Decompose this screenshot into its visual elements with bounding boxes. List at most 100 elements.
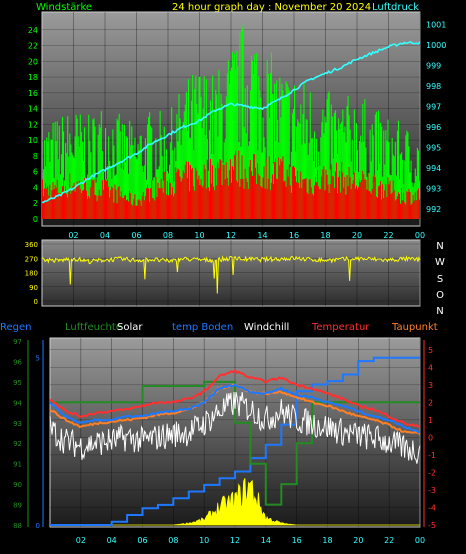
y-right-tick-label: 996 <box>426 123 441 132</box>
x-tick-label: 20 <box>353 536 363 545</box>
x-tick-label: 06 <box>131 231 141 240</box>
wind-direction-line <box>41 255 421 294</box>
x-tick-label: 12 <box>226 231 236 240</box>
legend-item: Solar <box>117 322 143 333</box>
pressure-line <box>41 41 421 204</box>
y-right-tick-label: 999 <box>426 61 441 70</box>
y-tick-label: 14 <box>28 105 38 114</box>
legend-item: Windchill <box>244 322 289 333</box>
y-right-tick-label: 2 <box>428 398 433 407</box>
y-humidity-tick-label: 89 <box>13 502 22 510</box>
y-right-tick-label: 3 <box>428 381 433 390</box>
direction-label: S <box>437 274 443 285</box>
y-tick-label: 12 <box>28 120 38 129</box>
x-tick-label: 14 <box>261 536 271 545</box>
legend-item: Taupunkt <box>391 322 438 333</box>
y-tick-label: 0 <box>33 215 38 224</box>
x-tick-label: 18 <box>320 231 330 240</box>
y-tick-label: 16 <box>28 89 38 98</box>
x-tick-label: 22 <box>383 231 393 240</box>
x-tick-label: 02 <box>68 231 78 240</box>
y-right-tick-label: -4 <box>428 503 436 512</box>
x-tick-label: 02 <box>76 536 86 545</box>
x-tick-label: 06 <box>137 536 147 545</box>
y-tick-label: 22 <box>28 42 38 51</box>
y-right-tick-label: 1001 <box>426 20 446 29</box>
x-tick-label: 04 <box>100 231 110 240</box>
windchill-line <box>49 391 421 464</box>
x-tick-label: 20 <box>352 231 362 240</box>
y-humidity-tick-label: 94 <box>13 399 22 407</box>
wind-pressure-plot: 02 04 06 08 10 12 14 16 18 20 22 000246810121416182… <box>28 12 446 240</box>
legend-item: Luftfeuchte <box>65 322 122 333</box>
y-right-tick-label: 4 <box>428 363 433 372</box>
y-humidity-tick-label: 95 <box>13 379 22 387</box>
y-tick-label: 6 <box>33 168 38 177</box>
y-tick-label: 360 <box>25 241 38 249</box>
direction-label: N <box>436 306 443 317</box>
direction-label: N <box>436 241 443 252</box>
direction-label: W <box>435 257 445 268</box>
y-right-tick-label: 1000 <box>426 41 446 50</box>
y-tick-label: 24 <box>28 26 38 35</box>
y-right-tick-label: -1 <box>428 451 436 460</box>
y-right-tick-label: 0 <box>428 433 433 442</box>
temperature-humidity-plot: 02 04 06 08 10 12 14 16 18 20 22 00-5-4-3-2-1012345… <box>13 338 436 545</box>
y-rain-tick-label: 0 <box>36 522 40 530</box>
y-tick-label: 180 <box>25 270 38 278</box>
x-tick-label: 00 <box>415 231 425 240</box>
y-tick-label: 10 <box>28 136 38 145</box>
y-right-tick-label: 992 <box>426 205 441 214</box>
x-tick-label: 16 <box>289 231 299 240</box>
rain-line <box>50 356 420 526</box>
y-right-tick-label: 997 <box>426 102 441 111</box>
x-tick-label: 16 <box>292 536 302 545</box>
y-tick-label: 270 <box>25 255 38 263</box>
header-left-label: Windstärke <box>36 2 92 13</box>
x-tick-label: 14 <box>257 231 267 240</box>
x-tick-label: 10 <box>194 231 204 240</box>
y-tick-label: 4 <box>33 183 38 192</box>
x-tick-label: 08 <box>163 231 173 240</box>
x-tick-label: 18 <box>322 536 332 545</box>
direction-label: O <box>436 290 444 301</box>
y-right-tick-label: 5 <box>428 346 433 355</box>
x-tick-label: 22 <box>384 536 394 545</box>
temperature-line <box>49 368 421 428</box>
y-tick-label: 18 <box>28 73 38 82</box>
y-right-tick-label: -3 <box>428 486 436 495</box>
y-humidity-tick-label: 97 <box>13 338 22 346</box>
y-tick-label: 0 <box>34 298 38 306</box>
y-humidity-tick-label: 91 <box>13 461 22 469</box>
y-tick-label: 8 <box>33 152 38 161</box>
humidity-line <box>50 380 420 506</box>
y-right-tick-label: -5 <box>428 521 436 530</box>
soil-temperature-line <box>49 383 421 434</box>
y-humidity-tick-label: 88 <box>13 522 22 530</box>
y-humidity-tick-label: 93 <box>13 420 22 428</box>
y-right-tick-label: 995 <box>426 143 441 152</box>
chart-title: 24 hour graph day : November 20 2024 <box>172 2 371 13</box>
y-right-tick-label: 998 <box>426 82 441 91</box>
legend-item: Regen <box>0 322 32 333</box>
x-tick-label: 04 <box>107 536 117 545</box>
x-tick-label: 00 <box>415 536 425 545</box>
y-right-tick-label: -2 <box>428 468 436 477</box>
x-tick-label: 12 <box>230 536 240 545</box>
y-humidity-tick-label: 90 <box>13 481 22 489</box>
y-tick-label: 90 <box>29 284 38 292</box>
x-tick-label: 10 <box>199 536 209 545</box>
y-right-tick-label: 1 <box>428 416 433 425</box>
x-tick-label: 08 <box>168 536 178 545</box>
y-rain-tick-label: 5 <box>36 355 40 363</box>
y-tick-label: 20 <box>28 57 38 66</box>
header-right-label: Luftdruck <box>372 2 419 13</box>
y-right-tick-label: 993 <box>426 184 441 193</box>
y-humidity-tick-label: 92 <box>13 440 22 448</box>
y-tick-label: 2 <box>33 199 38 208</box>
y-humidity-tick-label: 96 <box>13 358 22 366</box>
y-right-tick-label: 994 <box>426 164 441 173</box>
